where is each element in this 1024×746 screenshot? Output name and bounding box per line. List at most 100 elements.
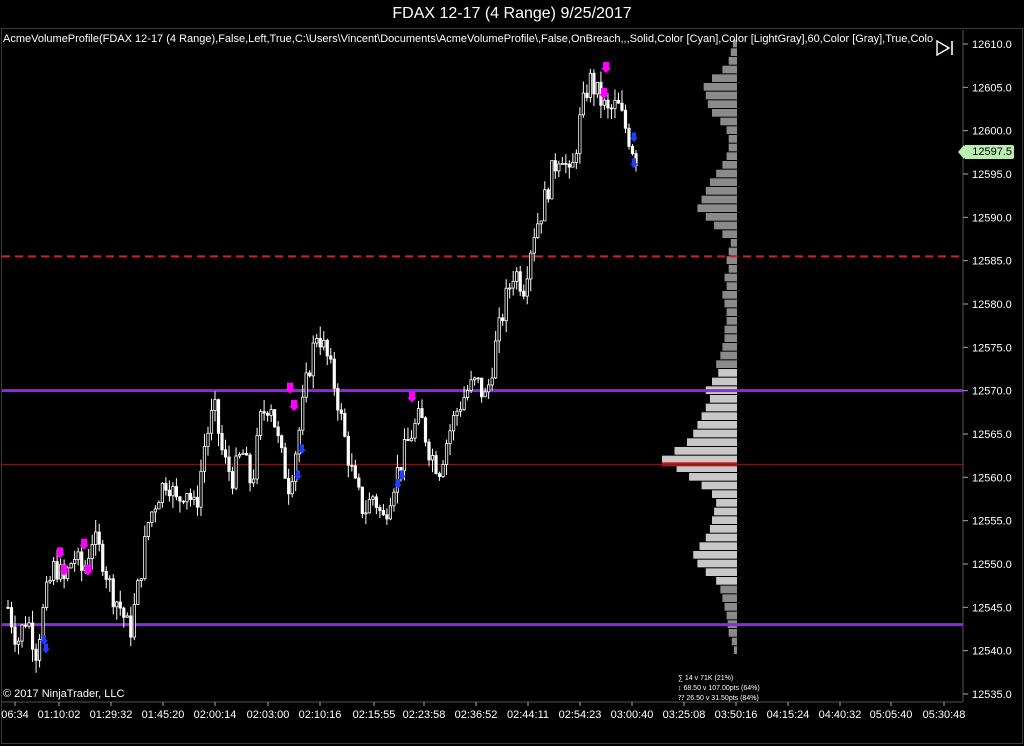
- volume-profile-bar: [722, 65, 737, 74]
- candle-body: [392, 491, 396, 507]
- candle-body: [529, 252, 533, 280]
- candle-body: [522, 290, 526, 297]
- candle-body: [132, 604, 136, 638]
- time-tick-label: 02:10:16: [299, 709, 342, 721]
- time-tick-label: 05:30:48: [923, 709, 966, 721]
- candle-body: [620, 102, 624, 111]
- volume-profile-bar: [676, 464, 737, 472]
- candle-body: [27, 622, 31, 627]
- candle-body: [458, 409, 463, 412]
- candle-body: [406, 439, 410, 442]
- candle-body: [48, 580, 52, 583]
- volume-profile-bar: [730, 48, 737, 56]
- candle-body: [325, 339, 329, 357]
- buy-signal-arrow: [398, 470, 406, 481]
- candle-body: [476, 377, 480, 380]
- chart-panel[interactable]: [1, 28, 1023, 744]
- candle-body: [588, 72, 592, 98]
- price-tick-label: 12575.0: [972, 342, 1012, 354]
- candle-body: [52, 561, 56, 581]
- volume-profile-bar: [726, 126, 737, 134]
- candle-body: [167, 489, 171, 497]
- candle-body: [357, 477, 361, 488]
- candle-body: [409, 437, 414, 442]
- price-tick-label: 12560.0: [972, 472, 1012, 484]
- candle-body: [416, 408, 421, 424]
- price-tick-label: 12585.0: [972, 256, 1012, 268]
- price-tick-label: 12600.0: [972, 126, 1012, 138]
- candle-body: [262, 411, 266, 414]
- volume-profile-bar: [699, 542, 737, 550]
- candle-body: [153, 508, 157, 513]
- volume-profile-bar: [705, 187, 737, 195]
- candle-body: [188, 493, 193, 501]
- price-tick-label: 12555.0: [972, 516, 1012, 528]
- candle-body: [76, 551, 80, 560]
- candle-body: [111, 578, 115, 608]
- time-tick-label: 03:25:08: [663, 709, 706, 721]
- candle-body: [567, 163, 571, 168]
- candle-body: [402, 439, 407, 472]
- volume-profile-bar: [722, 161, 737, 169]
- playback-icon[interactable]: [934, 38, 956, 58]
- candle-body: [413, 422, 417, 439]
- candle-body: [304, 372, 308, 398]
- candle-body: [115, 601, 119, 608]
- volume-profile-bar: [705, 568, 737, 576]
- candle-body: [515, 271, 519, 282]
- price-tick-label: 12595.0: [972, 169, 1012, 181]
- candle-body: [101, 543, 105, 572]
- candle-body: [455, 410, 459, 416]
- candle-body: [441, 464, 445, 477]
- volume-profile-bar: [712, 377, 737, 386]
- candle-body: [234, 455, 238, 489]
- candle-body: [276, 426, 280, 437]
- candle-body: [195, 496, 200, 508]
- candle-body: [146, 522, 150, 537]
- profile-stat-value-area: ⁇ 26.50 v 31.50pts (84%): [678, 695, 759, 702]
- candle-body: [346, 435, 350, 466]
- volume-profile-bar: [726, 317, 737, 325]
- candle-body: [34, 648, 38, 661]
- candle-body: [206, 432, 210, 447]
- candle-body: [37, 639, 42, 661]
- candle-body: [192, 496, 196, 501]
- indicator-label[interactable]: AcmeVolumeProfile(FDAX 12-17 (4 Range),F…: [3, 33, 934, 45]
- candle-body: [385, 514, 389, 520]
- volume-profile-bar: [712, 74, 737, 82]
- volume-profile-bar: [705, 91, 737, 100]
- volume-profile-bar: [722, 594, 737, 602]
- volume-profile-bar: [726, 611, 737, 620]
- candle-body: [557, 163, 561, 172]
- candle-body: [30, 622, 35, 650]
- sell-signal-arrow: [601, 62, 611, 73]
- candle-body: [259, 411, 263, 436]
- candle-body: [469, 379, 473, 391]
- candle-body: [532, 237, 536, 254]
- candle-body: [451, 415, 456, 432]
- candle-body: [9, 607, 14, 628]
- volume-profile-bar: [728, 629, 737, 637]
- time-tick-label: 02:54:23: [559, 709, 602, 721]
- candle-body: [94, 531, 98, 545]
- candle-body: [487, 384, 491, 393]
- candle-body: [592, 72, 596, 95]
- price-tick-label: 12535.0: [972, 689, 1012, 701]
- buy-signal-arrow: [40, 635, 48, 645]
- candle-body: [423, 417, 428, 443]
- candle-body: [125, 615, 129, 618]
- candle-body: [360, 486, 364, 514]
- candle-body: [308, 372, 312, 377]
- candle-body: [69, 563, 73, 569]
- time-tick-label: 06:34: [1, 709, 29, 721]
- time-tick-label: 02:03:00: [247, 709, 290, 721]
- volume-profile-bar: [703, 83, 737, 91]
- candle-body: [294, 453, 298, 483]
- candle-body: [585, 92, 589, 98]
- candle-body: [164, 482, 168, 491]
- price-tick-label: 12605.0: [972, 82, 1012, 94]
- volume-profile-bar: [724, 603, 737, 611]
- candle-body: [73, 559, 77, 564]
- candle-body: [209, 410, 214, 434]
